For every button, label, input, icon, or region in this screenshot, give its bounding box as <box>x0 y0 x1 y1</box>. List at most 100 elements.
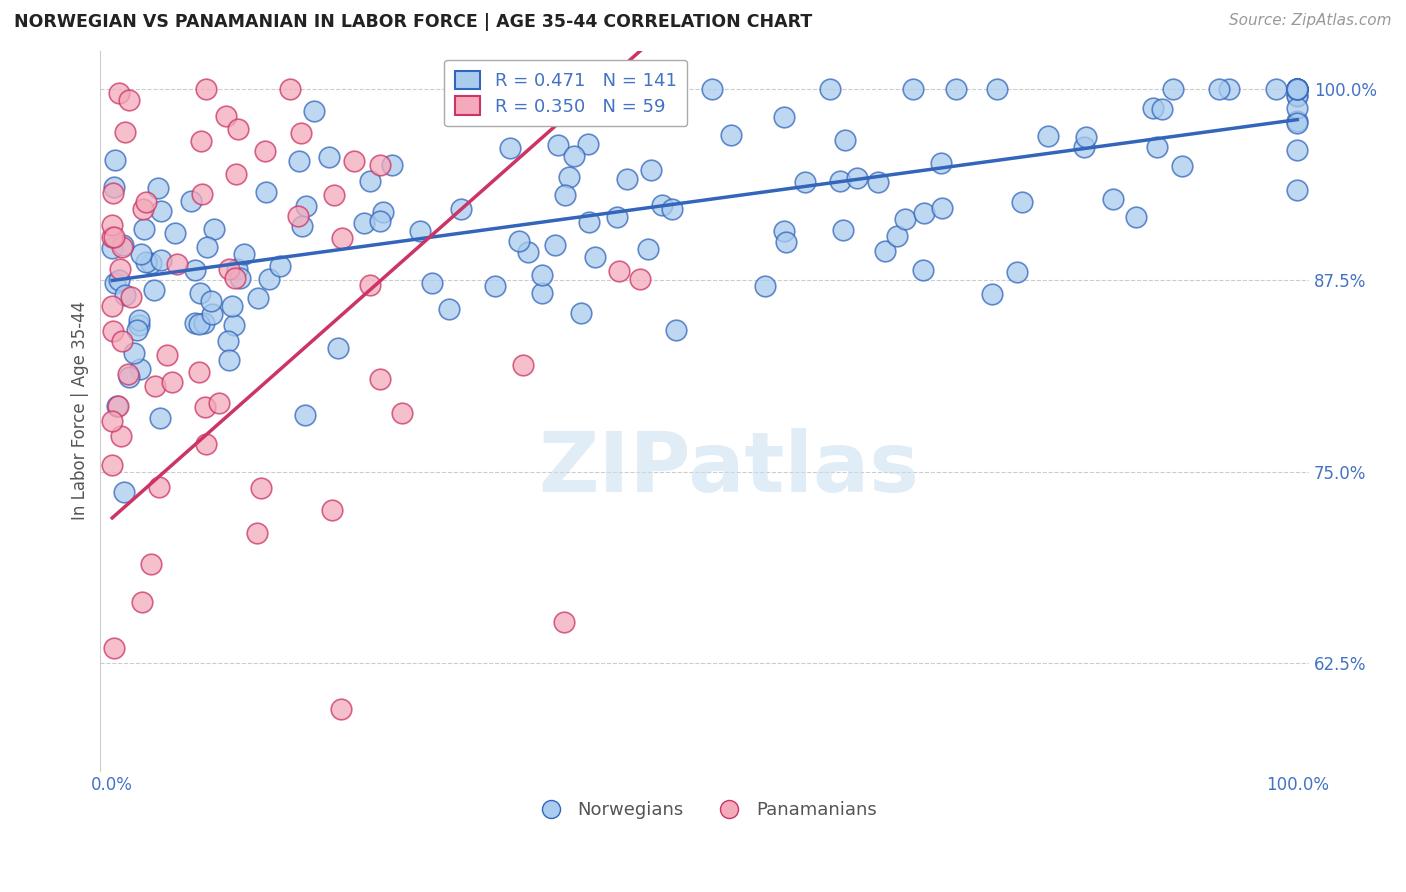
Point <box>295 199 318 213</box>
Point <box>108 273 131 287</box>
Point <box>516 244 538 259</box>
Point <box>1286 114 1309 128</box>
Point <box>318 149 340 163</box>
Point <box>830 174 852 188</box>
Point <box>720 128 742 142</box>
Point <box>818 82 841 96</box>
Point <box>576 136 599 151</box>
Point <box>794 175 817 189</box>
Point <box>129 361 152 376</box>
Point <box>323 188 346 202</box>
Point <box>194 401 217 415</box>
Point <box>530 285 553 300</box>
Point <box>834 134 856 148</box>
Point <box>547 137 569 152</box>
Point <box>391 406 413 420</box>
Point <box>111 334 134 348</box>
Point <box>101 241 124 255</box>
Point <box>1286 101 1309 115</box>
Point <box>370 157 392 171</box>
Point <box>409 224 432 238</box>
Point <box>578 214 600 228</box>
Point <box>894 211 917 226</box>
Point <box>558 169 581 184</box>
Point <box>188 286 211 301</box>
Point <box>553 615 575 629</box>
Point <box>101 218 124 232</box>
Point <box>945 82 967 96</box>
Point <box>373 205 395 219</box>
Point <box>110 429 132 443</box>
Point <box>105 399 128 413</box>
Point <box>986 82 1008 96</box>
Point <box>628 271 651 285</box>
Point <box>195 240 218 254</box>
Point <box>143 378 166 392</box>
Point <box>1161 82 1184 96</box>
Point <box>1150 102 1173 116</box>
Point <box>522 82 544 96</box>
Point <box>101 458 124 472</box>
Point <box>359 278 381 293</box>
Point <box>420 276 443 290</box>
Point <box>512 358 534 372</box>
Point <box>931 201 953 215</box>
Text: Source: ZipAtlas.com: Source: ZipAtlas.com <box>1229 13 1392 29</box>
Point <box>142 283 165 297</box>
Point <box>218 261 240 276</box>
Point <box>121 290 143 304</box>
Point <box>1286 82 1309 96</box>
Point <box>135 194 157 209</box>
Point <box>132 202 155 216</box>
Point <box>1218 82 1240 96</box>
Point <box>122 346 145 360</box>
Point <box>184 263 207 277</box>
Point <box>135 255 157 269</box>
Point <box>131 595 153 609</box>
Point <box>111 238 134 252</box>
Point <box>190 134 212 148</box>
Point <box>754 278 776 293</box>
Point <box>1005 265 1028 279</box>
Point <box>775 235 797 249</box>
Point <box>1286 183 1309 197</box>
Point <box>139 557 162 571</box>
Point <box>290 126 312 140</box>
Point <box>118 369 141 384</box>
Point <box>846 171 869 186</box>
Point <box>222 318 245 332</box>
Point <box>291 219 314 233</box>
Point <box>321 503 343 517</box>
Point <box>232 246 254 260</box>
Point <box>1171 159 1194 173</box>
Point <box>1286 89 1309 103</box>
Point <box>163 227 186 241</box>
Point <box>929 156 952 170</box>
Point <box>253 144 276 158</box>
Point <box>640 162 662 177</box>
Point <box>259 271 281 285</box>
Point <box>128 313 150 327</box>
Point <box>531 268 554 282</box>
Point <box>326 341 349 355</box>
Point <box>226 261 249 276</box>
Point <box>149 253 172 268</box>
Point <box>114 288 136 302</box>
Point <box>249 481 271 495</box>
Point <box>103 230 125 244</box>
Point <box>1286 82 1309 96</box>
Point <box>188 317 211 331</box>
Point <box>132 222 155 236</box>
Point <box>108 261 131 276</box>
Point <box>104 153 127 167</box>
Point <box>101 230 124 244</box>
Point <box>218 352 240 367</box>
Point <box>661 202 683 216</box>
Point <box>562 149 585 163</box>
Point <box>117 367 139 381</box>
Point <box>831 223 853 237</box>
Point <box>1286 82 1309 96</box>
Point <box>637 242 659 256</box>
Legend: Norwegians, Panamanians: Norwegians, Panamanians <box>526 794 884 827</box>
Point <box>229 270 252 285</box>
